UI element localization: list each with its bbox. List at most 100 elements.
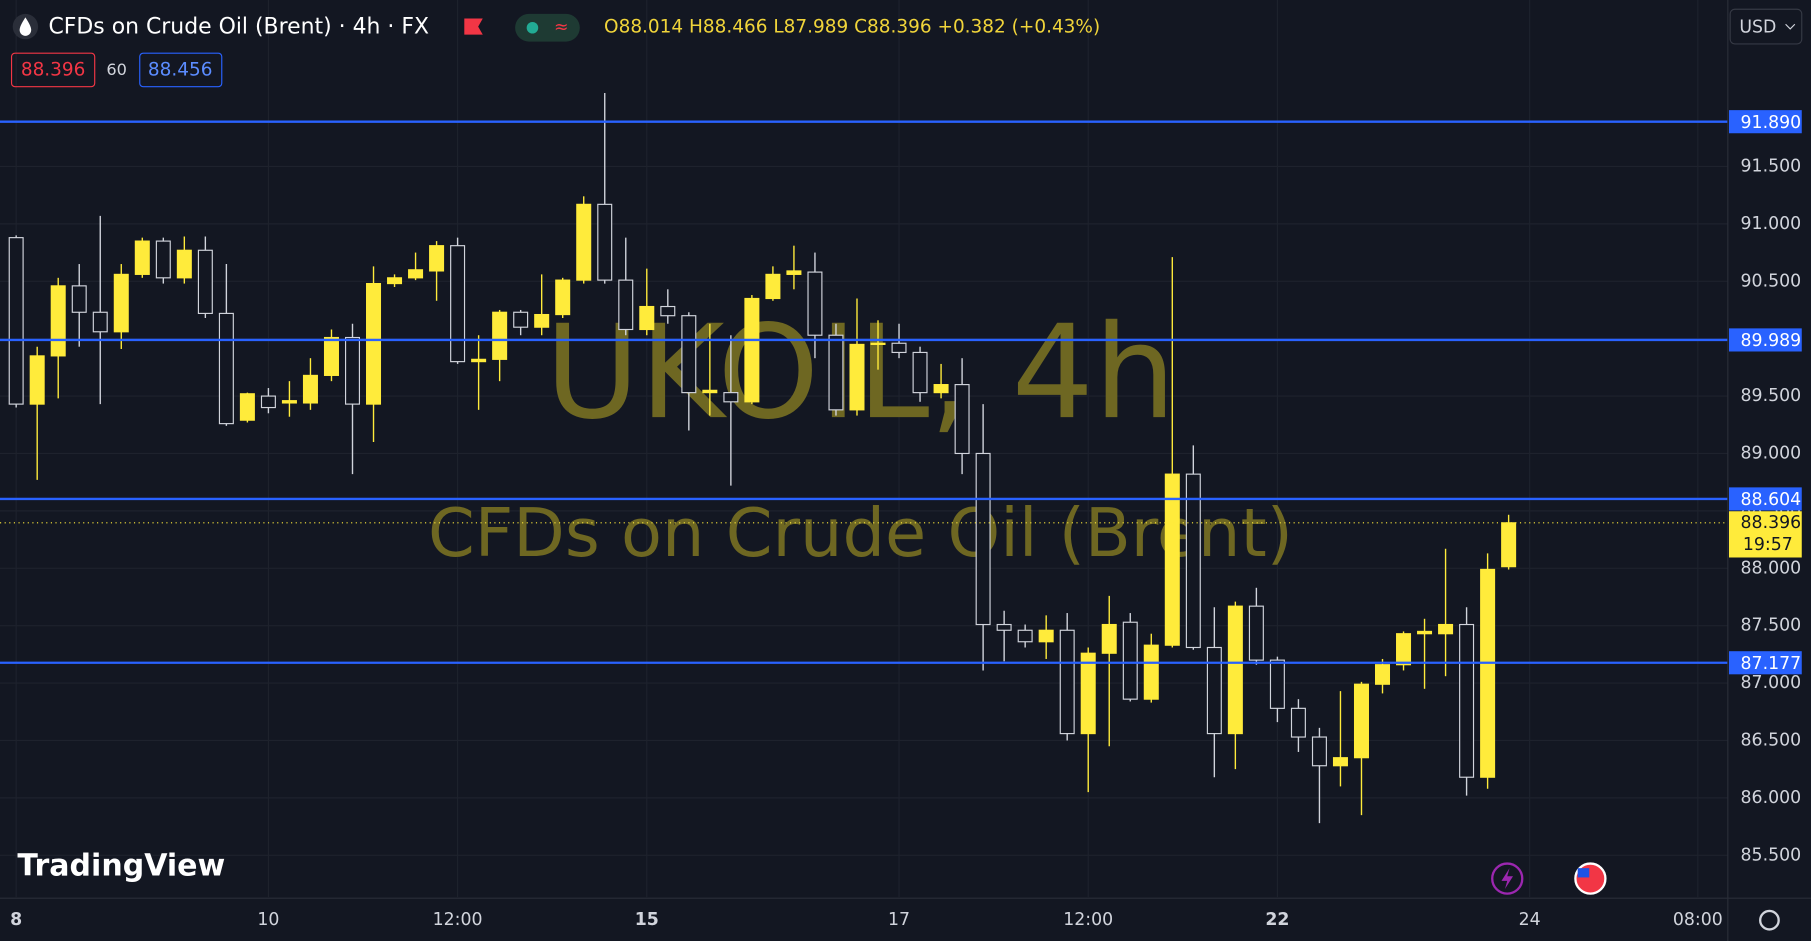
buy-price[interactable]: 88.456 [148, 60, 213, 81]
y-tick-label: 88.000 [1741, 558, 1802, 578]
candle-body [176, 249, 192, 279]
candle-body [302, 374, 318, 404]
candle-body [1501, 522, 1517, 568]
last-price-tag [1728, 511, 1802, 558]
candle-body [218, 312, 234, 425]
candle-body [1143, 644, 1159, 700]
status-pill[interactable] [515, 13, 580, 42]
x-tick-label: 8 [10, 910, 22, 930]
candle-body [1459, 623, 1475, 778]
candle-body [1417, 630, 1433, 635]
candle-body [8, 237, 24, 405]
flag-canton [1577, 868, 1590, 878]
candle-body [1017, 629, 1033, 643]
y-tick-label: 91.000 [1741, 214, 1802, 234]
candle-body [702, 389, 718, 394]
plot [0, 92, 1728, 824]
candle-body [639, 305, 655, 331]
y-tick-label: 89.000 [1741, 443, 1802, 463]
candle-body [429, 245, 445, 272]
y-tick-label: 87.000 [1741, 673, 1802, 693]
candle-body [1101, 623, 1117, 654]
candle-body [387, 277, 403, 285]
candle-body [1311, 736, 1327, 767]
candle-body [1480, 568, 1496, 778]
y-tick-label: 86.000 [1741, 788, 1802, 808]
candle-body [1396, 633, 1412, 666]
currency[interactable]: USD [1739, 18, 1776, 38]
candle-body [1122, 621, 1138, 700]
candle-body [113, 273, 129, 333]
candle-body [1374, 664, 1391, 685]
candle-body [92, 311, 108, 333]
y-tick-label: 91.500 [1741, 156, 1802, 176]
candle-body [891, 342, 907, 354]
candle-body [765, 273, 781, 300]
ohlc-readout: O88.014 H88.466 L87.989 C88.396 +0.382 (… [604, 17, 1100, 38]
candle-body [681, 315, 697, 394]
level-label: 91.890 [1741, 113, 1802, 133]
logo[interactable]: TradingView [17, 849, 225, 884]
candle-body [576, 203, 592, 281]
candle-body [29, 355, 45, 405]
candle-body [933, 384, 949, 394]
candle-body [786, 270, 802, 275]
y-tick-label: 89.500 [1741, 386, 1802, 406]
candle-body [1438, 623, 1454, 635]
x-tick-label: 12:00 [1063, 910, 1113, 930]
candle-body [1164, 473, 1180, 646]
x-tick-label: 12:00 [433, 910, 483, 930]
status-dot [526, 21, 539, 34]
candle-body [1332, 757, 1348, 767]
us-flag-icon[interactable] [1574, 862, 1607, 895]
currency-box[interactable] [1729, 8, 1803, 45]
candle-body [1059, 629, 1075, 735]
level-label: 88.604 [1741, 490, 1802, 510]
candle-body [1353, 683, 1369, 759]
candle-body [1080, 652, 1096, 735]
level-label: 89.989 [1741, 331, 1802, 351]
candle-body [555, 279, 571, 316]
x-tick-label: 22 [1265, 910, 1289, 930]
flag-icon[interactable] [464, 18, 483, 35]
buy-box[interactable] [139, 52, 223, 88]
spread: 60 [106, 60, 127, 79]
candle-body [134, 240, 150, 275]
level-tag [1728, 651, 1802, 675]
sell-price[interactable]: 88.396 [21, 60, 86, 81]
candle-body [71, 285, 87, 313]
time-axis: 8 10 12:00 15 17 12:00 22 24 08:00 [10, 910, 1723, 930]
y-tick-label: 86.500 [1741, 730, 1802, 750]
grid [0, 0, 1728, 898]
candle-body [849, 343, 865, 411]
lightning [1501, 868, 1514, 889]
last-price-label: 88.396 [1741, 513, 1802, 533]
candle-body [239, 393, 255, 421]
candle-body [155, 240, 171, 279]
candle-body [1227, 605, 1243, 735]
y-tick-label: 87.500 [1741, 616, 1802, 636]
candle-body [534, 313, 550, 328]
events-icon[interactable] [1491, 862, 1524, 895]
candle-body [723, 392, 739, 403]
candle-body [492, 311, 508, 360]
symbol-title[interactable]: CFDs on Crude Oil (Brent) · 4h · FX [49, 15, 429, 40]
settings-icon[interactable] [1759, 909, 1780, 931]
candle-body [1185, 473, 1201, 649]
sell-box[interactable] [10, 52, 96, 88]
candle-body [344, 336, 361, 405]
x-tick-label: 15 [635, 910, 659, 930]
x-tick-label: 10 [257, 910, 279, 930]
price-axis: 85.50086.00086.50087.00087.50088.00088.5… [1728, 110, 1802, 865]
candle-body [260, 395, 276, 409]
candle-body [366, 282, 382, 405]
candle-body [975, 452, 991, 626]
candle-body [912, 351, 928, 394]
level-tag [1728, 110, 1802, 134]
x-tick-label: 08:00 [1673, 910, 1723, 930]
candle-body [828, 334, 844, 411]
candle-body [1290, 707, 1306, 738]
